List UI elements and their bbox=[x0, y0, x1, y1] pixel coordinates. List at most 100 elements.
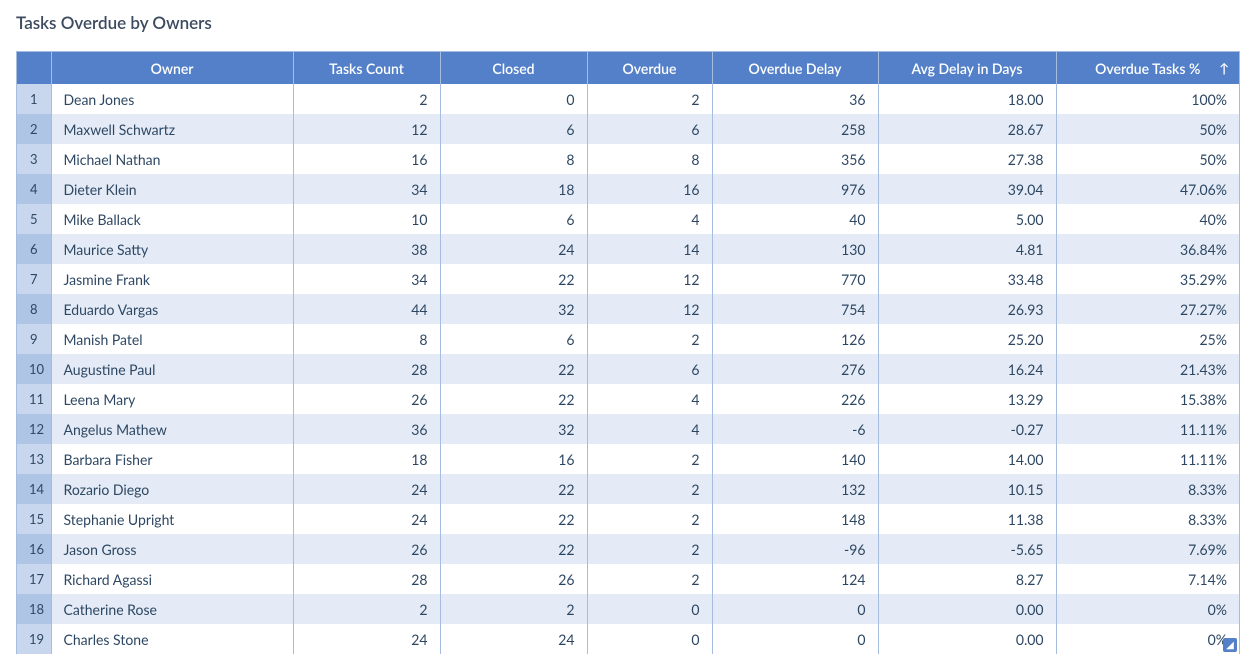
table-row[interactable]: 15Stephanie Upright2422214811.388.33% bbox=[17, 504, 1239, 534]
cell-overdue: 4 bbox=[587, 414, 712, 444]
cell-owner: Jasmine Frank bbox=[51, 264, 293, 294]
cell-closed: 16 bbox=[440, 444, 587, 474]
row-index: 12 bbox=[17, 414, 51, 444]
cell-overdue-pct: 8.33% bbox=[1056, 504, 1239, 534]
row-index: 8 bbox=[17, 294, 51, 324]
cell-avg-delay: -0.27 bbox=[878, 414, 1056, 444]
table-row[interactable]: 5Mike Ballack1064405.0040% bbox=[17, 204, 1239, 234]
cell-overdue-pct: 8.33% bbox=[1056, 474, 1239, 504]
table-row[interactable]: 2Maxwell Schwartz126625828.6750% bbox=[17, 114, 1239, 144]
col-header-overdue-pct[interactable]: Overdue Tasks % ↑ bbox=[1056, 52, 1239, 84]
row-index: 4 bbox=[17, 174, 51, 204]
row-index: 6 bbox=[17, 234, 51, 264]
row-index: 13 bbox=[17, 444, 51, 474]
row-index: 9 bbox=[17, 324, 51, 354]
table-row[interactable]: 16Jason Gross26222-96-5.657.69% bbox=[17, 534, 1239, 564]
cell-owner: Catherine Rose bbox=[51, 594, 293, 624]
cell-owner: Stephanie Upright bbox=[51, 504, 293, 534]
cell-overdue-pct: 7.14% bbox=[1056, 564, 1239, 594]
table-row[interactable]: 6Maurice Satty3824141304.8136.84% bbox=[17, 234, 1239, 264]
cell-tasks-count: 2 bbox=[293, 594, 440, 624]
cell-tasks-count: 16 bbox=[293, 144, 440, 174]
cell-overdue-delay: 0 bbox=[712, 624, 878, 654]
table-row[interactable]: 17Richard Agassi282621248.277.14% bbox=[17, 564, 1239, 594]
table-row[interactable]: 8Eduardo Vargas44321275426.9327.27% bbox=[17, 294, 1239, 324]
cell-overdue-delay: 124 bbox=[712, 564, 878, 594]
cell-avg-delay: 14.00 bbox=[878, 444, 1056, 474]
table-row[interactable]: 1Dean Jones2023618.00100% bbox=[17, 84, 1239, 114]
row-index: 7 bbox=[17, 264, 51, 294]
table-row[interactable]: 4Dieter Klein34181697639.0447.06% bbox=[17, 174, 1239, 204]
cell-tasks-count: 28 bbox=[293, 564, 440, 594]
table-header-row: Owner Tasks Count Closed Overdue Overdue… bbox=[17, 52, 1239, 84]
cell-owner: Barbara Fisher bbox=[51, 444, 293, 474]
cell-owner: Maurice Satty bbox=[51, 234, 293, 264]
cell-tasks-count: 10 bbox=[293, 204, 440, 234]
cell-owner: Leena Mary bbox=[51, 384, 293, 414]
table-body: 1Dean Jones2023618.00100%2Maxwell Schwar… bbox=[17, 84, 1239, 654]
scroll-hint-icon[interactable]: ◢ bbox=[1223, 638, 1237, 652]
col-header-closed[interactable]: Closed bbox=[440, 52, 587, 84]
tasks-table: Owner Tasks Count Closed Overdue Overdue… bbox=[17, 52, 1239, 654]
cell-tasks-count: 2 bbox=[293, 84, 440, 114]
cell-overdue-delay: 40 bbox=[712, 204, 878, 234]
cell-overdue-pct: 50% bbox=[1056, 114, 1239, 144]
cell-overdue-delay: 770 bbox=[712, 264, 878, 294]
table-row[interactable]: 7Jasmine Frank34221277033.4835.29% bbox=[17, 264, 1239, 294]
cell-owner: Maxwell Schwartz bbox=[51, 114, 293, 144]
table-row[interactable]: 14Rozario Diego2422213210.158.33% bbox=[17, 474, 1239, 504]
cell-owner: Rozario Diego bbox=[51, 474, 293, 504]
table-row[interactable]: 18Catherine Rose22000.000% bbox=[17, 594, 1239, 624]
col-header-overdue-delay[interactable]: Overdue Delay bbox=[712, 52, 878, 84]
col-header-index[interactable] bbox=[17, 52, 51, 84]
col-header-tasks-count-label: Tasks Count bbox=[329, 60, 404, 77]
table-row[interactable]: 12Angelus Mathew36324-6-0.2711.11% bbox=[17, 414, 1239, 444]
cell-owner: Augustine Paul bbox=[51, 354, 293, 384]
cell-closed: 22 bbox=[440, 264, 587, 294]
cell-avg-delay: -5.65 bbox=[878, 534, 1056, 564]
col-header-avg-delay[interactable]: Avg Delay in Days bbox=[878, 52, 1056, 84]
cell-closed: 6 bbox=[440, 204, 587, 234]
cell-overdue: 6 bbox=[587, 114, 712, 144]
cell-overdue-pct: 25% bbox=[1056, 324, 1239, 354]
cell-overdue-delay: 258 bbox=[712, 114, 878, 144]
col-header-tasks-count[interactable]: Tasks Count bbox=[293, 52, 440, 84]
cell-overdue-delay: 276 bbox=[712, 354, 878, 384]
cell-owner: Michael Nathan bbox=[51, 144, 293, 174]
cell-overdue: 12 bbox=[587, 294, 712, 324]
table-row[interactable]: 3Michael Nathan168835627.3850% bbox=[17, 144, 1239, 174]
cell-avg-delay: 27.38 bbox=[878, 144, 1056, 174]
cell-overdue-delay: -96 bbox=[712, 534, 878, 564]
cell-overdue: 2 bbox=[587, 504, 712, 534]
cell-overdue-pct: 11.11% bbox=[1056, 444, 1239, 474]
table-row[interactable]: 9Manish Patel86212625.2025% bbox=[17, 324, 1239, 354]
cell-avg-delay: 18.00 bbox=[878, 84, 1056, 114]
col-header-overdue[interactable]: Overdue bbox=[587, 52, 712, 84]
table-row[interactable]: 19Charles Stone2424000.000% bbox=[17, 624, 1239, 654]
cell-owner: Charles Stone bbox=[51, 624, 293, 654]
table-row[interactable]: 10Augustine Paul2822627616.2421.43% bbox=[17, 354, 1239, 384]
cell-tasks-count: 34 bbox=[293, 174, 440, 204]
cell-tasks-count: 8 bbox=[293, 324, 440, 354]
cell-tasks-count: 12 bbox=[293, 114, 440, 144]
cell-tasks-count: 28 bbox=[293, 354, 440, 384]
cell-overdue-pct: 15.38% bbox=[1056, 384, 1239, 414]
row-index: 11 bbox=[17, 384, 51, 414]
cell-overdue: 2 bbox=[587, 324, 712, 354]
cell-overdue-pct: 35.29% bbox=[1056, 264, 1239, 294]
table-row[interactable]: 13Barbara Fisher1816214014.0011.11% bbox=[17, 444, 1239, 474]
cell-overdue: 0 bbox=[587, 594, 712, 624]
row-index: 15 bbox=[17, 504, 51, 534]
row-index: 10 bbox=[17, 354, 51, 384]
cell-overdue-delay: 126 bbox=[712, 324, 878, 354]
table-row[interactable]: 11Leena Mary2622422613.2915.38% bbox=[17, 384, 1239, 414]
cell-closed: 8 bbox=[440, 144, 587, 174]
cell-tasks-count: 34 bbox=[293, 264, 440, 294]
col-header-owner[interactable]: Owner bbox=[51, 52, 293, 84]
cell-avg-delay: 26.93 bbox=[878, 294, 1056, 324]
cell-closed: 22 bbox=[440, 504, 587, 534]
cell-overdue: 14 bbox=[587, 234, 712, 264]
cell-avg-delay: 8.27 bbox=[878, 564, 1056, 594]
cell-overdue: 2 bbox=[587, 534, 712, 564]
page-title: Tasks Overdue by Owners bbox=[16, 12, 1240, 33]
